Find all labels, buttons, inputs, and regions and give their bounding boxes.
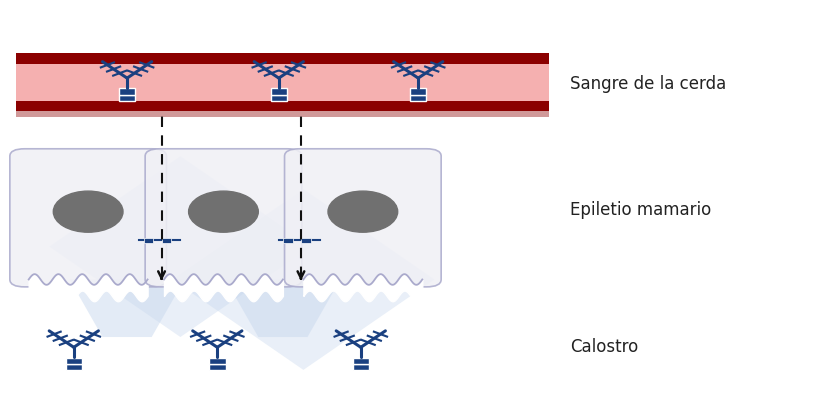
FancyBboxPatch shape [143, 238, 153, 243]
Text: Calostro: Calostro [569, 338, 637, 356]
Polygon shape [49, 156, 311, 337]
FancyBboxPatch shape [352, 364, 369, 370]
FancyBboxPatch shape [66, 364, 82, 370]
FancyBboxPatch shape [284, 149, 441, 287]
FancyBboxPatch shape [10, 149, 166, 287]
FancyBboxPatch shape [270, 88, 287, 95]
Polygon shape [172, 189, 434, 370]
FancyBboxPatch shape [145, 149, 301, 287]
FancyBboxPatch shape [66, 358, 82, 364]
Text: Epiletio mamario: Epiletio mamario [569, 201, 710, 219]
Ellipse shape [328, 191, 397, 232]
Polygon shape [70, 279, 184, 337]
FancyBboxPatch shape [209, 364, 225, 370]
FancyBboxPatch shape [410, 95, 426, 101]
Text: Sangre de la cerda: Sangre de la cerda [569, 75, 726, 93]
FancyBboxPatch shape [209, 358, 225, 364]
FancyBboxPatch shape [119, 88, 135, 95]
FancyBboxPatch shape [16, 107, 549, 117]
Ellipse shape [53, 191, 123, 232]
FancyBboxPatch shape [16, 53, 549, 64]
FancyBboxPatch shape [283, 238, 292, 243]
Ellipse shape [188, 191, 258, 232]
Polygon shape [225, 279, 340, 337]
FancyBboxPatch shape [352, 358, 369, 364]
FancyBboxPatch shape [16, 53, 549, 111]
FancyBboxPatch shape [410, 88, 426, 95]
FancyBboxPatch shape [301, 238, 310, 243]
FancyBboxPatch shape [16, 101, 549, 111]
FancyBboxPatch shape [270, 95, 287, 101]
FancyBboxPatch shape [119, 95, 135, 101]
FancyBboxPatch shape [161, 238, 171, 243]
